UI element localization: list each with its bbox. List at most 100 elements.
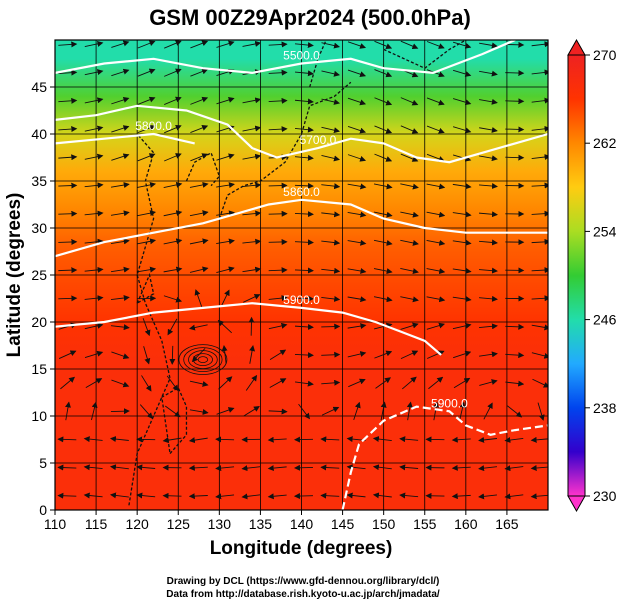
wind-arrow — [245, 374, 258, 391]
wind-arrow — [188, 464, 208, 471]
wind-arrow — [426, 296, 446, 303]
wind-arrow — [320, 492, 340, 499]
wind-arrow — [294, 98, 314, 105]
colorbar-bottom-arrow — [567, 495, 586, 513]
height-contour — [55, 198, 548, 258]
wind-arrow — [65, 401, 71, 421]
wind-arrow — [479, 127, 498, 133]
wind-arrow — [479, 351, 498, 358]
wind-arrow — [267, 493, 287, 500]
wind-arrow — [162, 492, 182, 499]
wind-arrow — [531, 267, 548, 274]
height-contours: 5500.0 5700.0 5800.0 5860.0 5900.0 5900.0 — [55, 40, 548, 510]
x-tick-label: 145 — [331, 516, 355, 532]
wind-arrow — [479, 239, 498, 246]
wind-arrow — [190, 40, 209, 49]
wind-arrow — [84, 182, 104, 189]
wind-arrow — [530, 493, 548, 500]
wind-arrow — [374, 97, 393, 106]
wind-arrow — [111, 40, 130, 48]
wind-arrow — [452, 267, 472, 274]
wind-arrow — [372, 436, 392, 442]
wind-arrow — [505, 41, 525, 48]
wind-arrow — [505, 380, 525, 387]
wind-arrow — [373, 183, 393, 190]
wind-arrow — [58, 69, 78, 76]
wind-arrow — [164, 153, 182, 162]
wind-arrow — [58, 295, 78, 302]
wind-arrow — [452, 183, 472, 190]
wind-arrow — [346, 464, 366, 471]
wind-arrow — [373, 211, 393, 218]
wind-arrow — [242, 153, 262, 160]
height-contour — [55, 104, 548, 164]
colorbar: 230 238 246 254 262 270 — [567, 38, 617, 513]
wind-arrow — [321, 406, 340, 416]
wind-arrow — [294, 267, 314, 274]
y-tick-label: 30 — [31, 220, 47, 236]
wind-arrow — [537, 402, 545, 421]
wind-arrow — [142, 318, 151, 337]
wind-arrow — [294, 42, 314, 49]
colorbar-ticks: 230 238 246 254 262 270 — [585, 47, 617, 504]
wind-arrow — [452, 154, 472, 162]
wind-arrow — [84, 350, 104, 358]
wind-arrow — [459, 401, 466, 421]
colorbar-tick-label: 246 — [593, 312, 617, 328]
wind-arrow — [111, 153, 130, 161]
wind-arrow — [84, 266, 104, 273]
wind-arrow — [375, 377, 391, 389]
wind-arrow — [58, 41, 78, 48]
wind-arrow — [268, 69, 288, 76]
wind-arrow — [268, 238, 288, 245]
wind-arrow — [57, 492, 77, 499]
y-tick-label: 25 — [31, 267, 47, 283]
wind-arrow — [216, 266, 235, 274]
wind-arrow — [137, 266, 157, 273]
wind-arrow — [505, 126, 525, 133]
wind-arrow — [531, 352, 548, 359]
wind-arrow — [110, 408, 130, 415]
wind-arrow — [531, 125, 548, 132]
cyclone-ring — [197, 356, 209, 364]
wind-arrow — [164, 40, 182, 49]
wind-arrow — [452, 211, 472, 218]
wind-arrow — [399, 492, 419, 499]
wind-arrow — [347, 239, 367, 246]
wind-arrow — [452, 69, 472, 77]
contour-label: 5900.0 — [283, 293, 320, 307]
wind-arrow — [400, 296, 419, 303]
wind-arrow — [164, 405, 181, 418]
wind-arrow — [426, 211, 446, 218]
wind-arrow — [372, 492, 392, 499]
coastline — [128, 133, 171, 506]
wind-arrow — [164, 68, 182, 77]
wind-arrow — [243, 406, 260, 417]
contour-label: 5800.0 — [135, 119, 172, 133]
y-tick-label: 40 — [31, 126, 47, 142]
wind-arrow — [374, 40, 393, 49]
wind-arrow — [451, 493, 471, 500]
wind-arrow — [110, 266, 130, 273]
wind-arrow — [268, 267, 288, 274]
wind-arrow — [294, 323, 314, 330]
wind-arrow — [451, 464, 471, 471]
cyclone-ring — [178, 344, 228, 376]
wind-arrow — [215, 465, 235, 472]
wind-arrow — [452, 296, 472, 303]
wind-arrow — [109, 492, 129, 499]
wind-arrow — [347, 97, 367, 106]
wind-arrow — [190, 68, 209, 77]
wind-arrow — [374, 350, 393, 359]
wind-arrow — [347, 183, 367, 190]
wind-arrow — [400, 183, 419, 190]
wind-arrow — [426, 153, 445, 162]
wind-arrow — [400, 350, 419, 360]
wind-arrow — [215, 493, 235, 500]
wind-arrow — [163, 210, 183, 217]
wind-arrow — [530, 465, 548, 472]
wind-arrow — [426, 41, 445, 49]
wind-arrow — [190, 153, 209, 162]
x-tick-label: 165 — [495, 516, 519, 532]
wind-arrow — [505, 154, 525, 161]
